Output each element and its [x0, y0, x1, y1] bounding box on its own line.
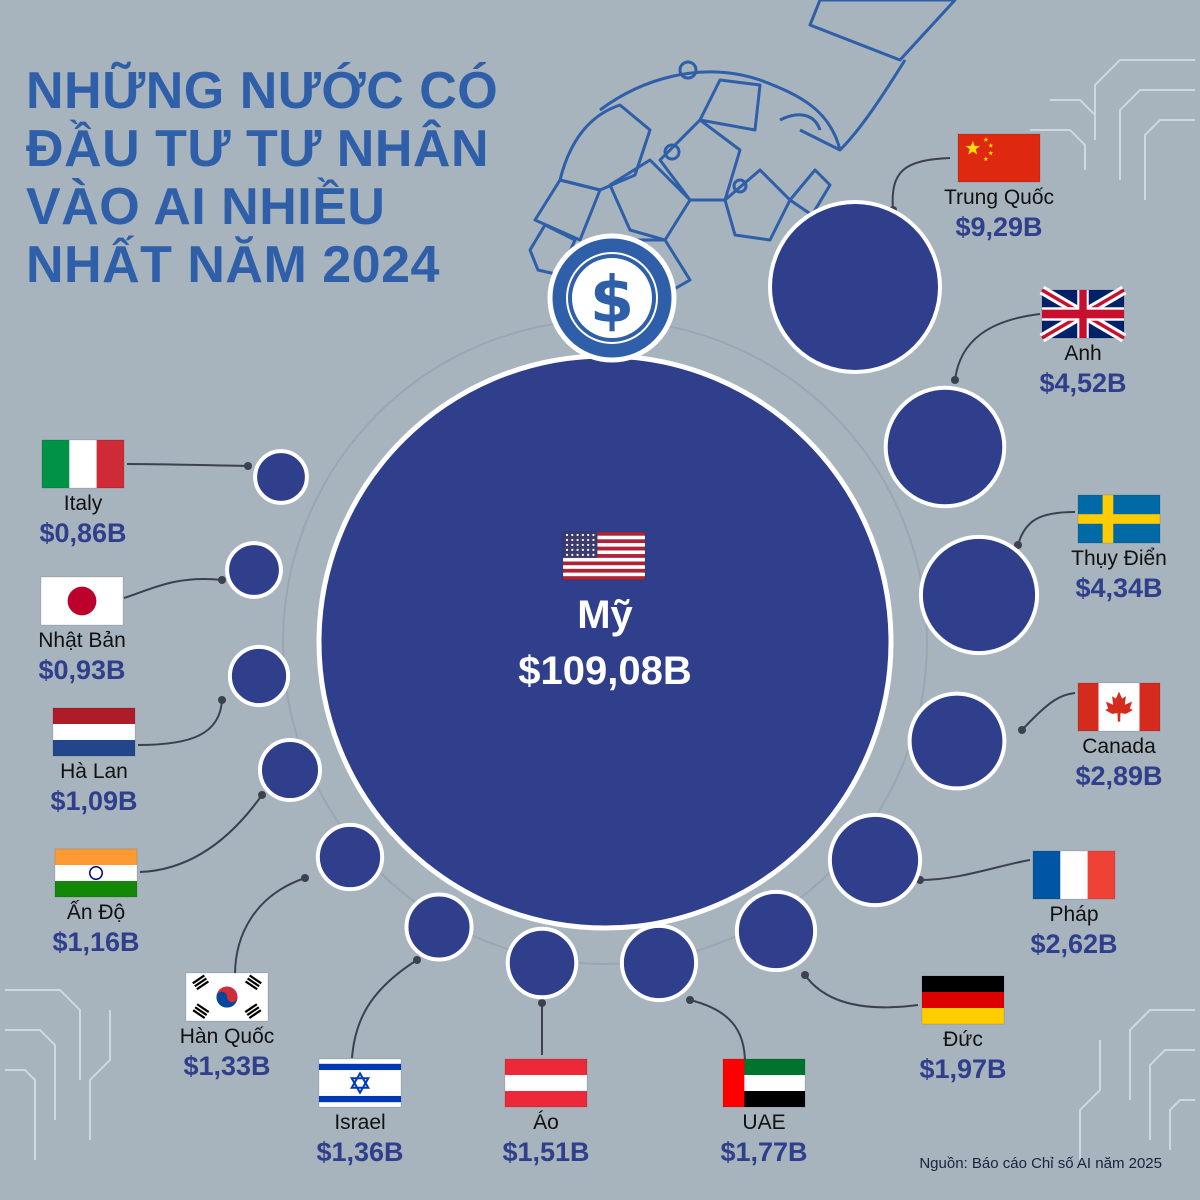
connector-dot — [244, 462, 252, 470]
connector-line — [351, 959, 418, 1059]
bubble — [404, 892, 474, 962]
connector-line — [689, 999, 746, 1064]
connector-dot — [801, 971, 809, 979]
connector-dot — [686, 996, 694, 1004]
se-flag-icon — [1077, 494, 1161, 544]
connector-line — [954, 313, 1041, 381]
category-label: Anh — [1064, 342, 1101, 365]
value-label: $1,77B — [720, 1137, 807, 1167]
title-line: NHẤT NĂM 2024 — [26, 236, 440, 294]
bubble — [918, 534, 1040, 656]
nl-flag-icon — [52, 707, 136, 757]
bubble — [619, 923, 699, 1003]
category-label: Hà Lan — [60, 760, 128, 783]
value-label: $0,93B — [38, 655, 125, 685]
connector-dot — [301, 874, 309, 882]
category-label: Mỹ — [577, 593, 633, 637]
dollar-icon: $ — [547, 233, 677, 363]
category-label: Trung Quốc — [944, 186, 1054, 209]
value-label: $1,51B — [502, 1137, 589, 1167]
bubble — [227, 644, 291, 708]
category-label: Israel — [334, 1111, 385, 1134]
value-label: $1,16B — [52, 927, 139, 957]
value-label: $0,86B — [39, 518, 126, 548]
connector-line — [1017, 511, 1076, 546]
connector-line — [919, 859, 1031, 881]
value-label: $1,33B — [183, 1051, 270, 1081]
connector-dot — [218, 696, 226, 704]
de-flag-icon — [921, 975, 1005, 1025]
value-label: $4,34B — [1075, 573, 1162, 603]
bubble — [734, 889, 818, 973]
category-label: Italy — [64, 492, 103, 515]
bubble — [883, 385, 1007, 509]
connector-line — [804, 974, 919, 1009]
bubble — [768, 200, 942, 374]
jp-flag-icon — [40, 576, 124, 626]
kr-flag-icon — [185, 972, 269, 1022]
circuit-decoration — [5, 59, 1195, 1160]
bubble — [907, 691, 1007, 791]
title-line: NHỮNG NƯỚC CÓ — [26, 62, 499, 120]
page-title: NHỮNG NƯỚC CÓ ĐẦU TƯ TƯ NHÂN VÀO AI NHIỀ… — [26, 62, 586, 294]
bubble — [253, 449, 309, 505]
category-label: Đức — [943, 1028, 983, 1051]
category-label: Hàn Quốc — [180, 1025, 275, 1048]
connector-dot — [413, 956, 421, 964]
category-label: UAE — [742, 1111, 785, 1134]
value-label: $1,36B — [316, 1137, 403, 1167]
category-label: Thụy Điển — [1071, 547, 1167, 570]
connector-line — [139, 794, 263, 873]
bubble — [257, 737, 323, 803]
connector-dot — [1014, 541, 1022, 549]
value-label: $2,89B — [1075, 761, 1162, 791]
connector-dot — [1018, 726, 1026, 734]
bubble — [505, 926, 579, 1000]
connector-line — [891, 157, 951, 211]
category-label: Áo — [533, 1111, 559, 1134]
value-label: $1,09B — [50, 786, 137, 816]
value-label: $109,08B — [518, 649, 691, 693]
connector-dot — [538, 999, 546, 1007]
bubble — [315, 822, 385, 892]
connector-dot — [951, 376, 959, 384]
value-label: $1,97B — [919, 1054, 1006, 1084]
title-line: VÀO AI NHIỀU — [26, 178, 386, 236]
at-flag-icon — [504, 1058, 588, 1108]
category-label: Ấn Độ — [67, 901, 125, 924]
it-flag-icon — [41, 439, 125, 489]
il-flag-icon — [318, 1058, 402, 1108]
category-label: Nhật Bản — [38, 629, 126, 652]
connector-line — [234, 877, 306, 976]
connector-line — [1021, 692, 1076, 731]
in-flag-icon — [54, 848, 138, 898]
ca-flag-icon — [1077, 682, 1161, 732]
bubble — [316, 353, 894, 931]
robot-hand-icon — [528, 0, 957, 302]
value-label: $2,62B — [1030, 929, 1117, 959]
connector-line — [126, 463, 249, 467]
title-line: ĐẦU TƯ TƯ NHÂN — [26, 120, 490, 178]
category-label: Canada — [1082, 735, 1156, 758]
connector-dot — [258, 791, 266, 799]
source-note: Nguồn: Báo cáo Chỉ số AI năm 2025 — [919, 1155, 1162, 1172]
value-label: $4,52B — [1039, 368, 1126, 398]
cn-flag-icon — [957, 133, 1041, 183]
value-label: $9,29B — [955, 212, 1042, 242]
gb-flag-icon — [1039, 285, 1127, 343]
bubble — [827, 812, 923, 908]
bubble — [225, 541, 283, 599]
connector-line — [137, 699, 223, 746]
us-flag-icon — [562, 531, 646, 581]
connector-dot — [218, 576, 226, 584]
ae-flag-icon — [722, 1058, 806, 1108]
fr-flag-icon — [1032, 850, 1116, 900]
connector-line — [123, 578, 223, 599]
category-label: Pháp — [1049, 903, 1098, 926]
svg-text:$: $ — [590, 264, 635, 338]
